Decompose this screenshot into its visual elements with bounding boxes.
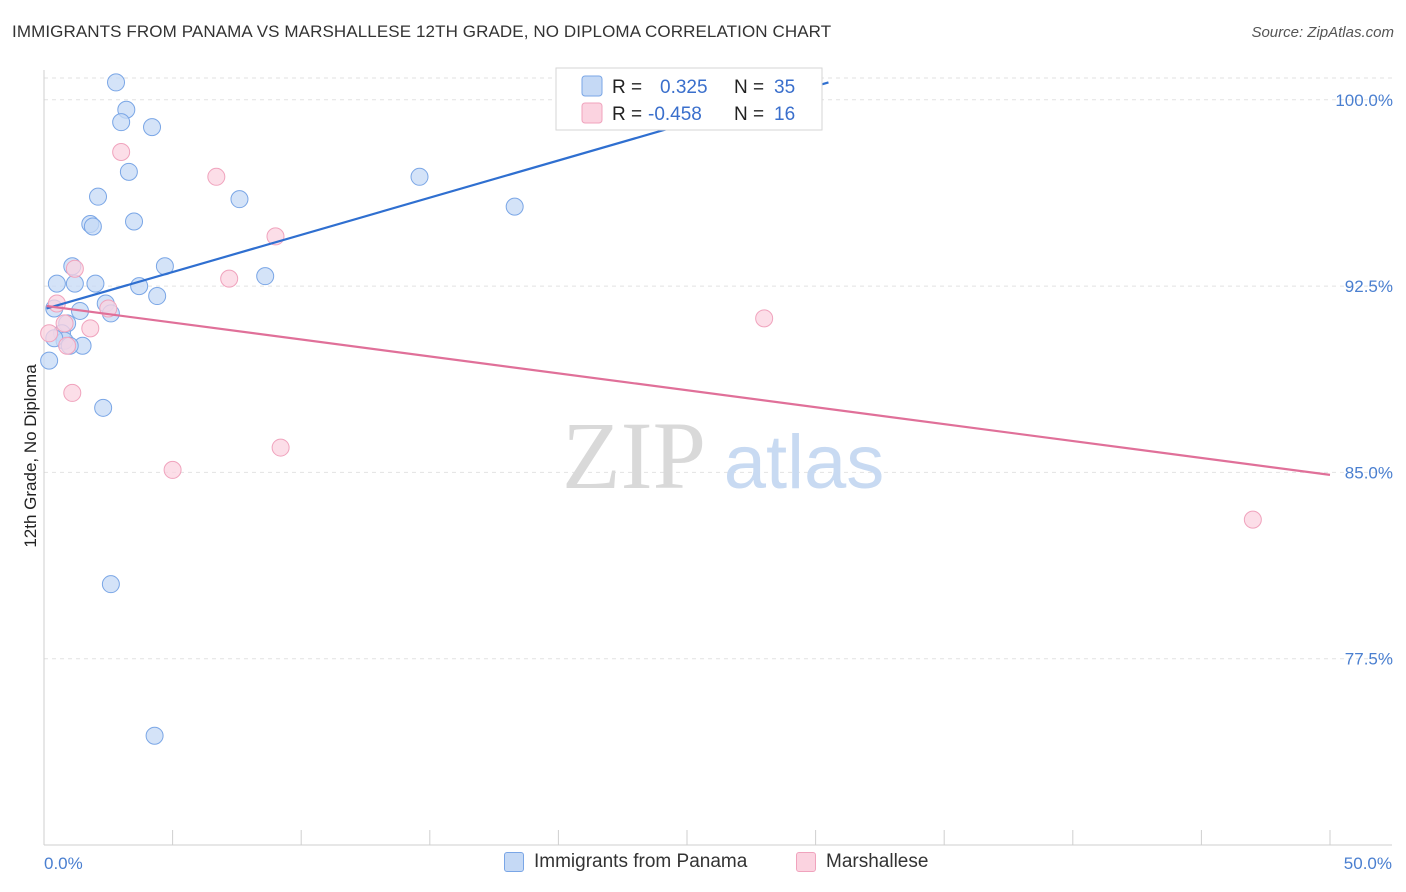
x-tick-min: 0.0% bbox=[44, 854, 83, 873]
point-panama bbox=[410, 167, 429, 186]
point-panama bbox=[86, 274, 105, 293]
legend-item-marshallese: Marshallese bbox=[796, 851, 928, 873]
legend-label-marshallese: Marshallese bbox=[826, 851, 929, 872]
watermark-zip: ZIP bbox=[562, 402, 706, 509]
point-panama bbox=[94, 398, 113, 417]
legend-r-value-2: -0.458 bbox=[648, 104, 702, 125]
point-marshallese bbox=[755, 309, 774, 328]
watermark-atlas: atlas bbox=[724, 420, 885, 505]
legend-r-label-1: R = bbox=[612, 77, 642, 98]
gridlines bbox=[44, 77, 1392, 660]
y-tick-label: 85.0% bbox=[1345, 463, 1393, 482]
legend-swatch-panama-bottom bbox=[504, 852, 524, 872]
point-marshallese bbox=[271, 438, 290, 457]
point-marshallese bbox=[40, 324, 59, 343]
legend-n-label-1: N = bbox=[734, 77, 764, 98]
point-panama bbox=[256, 267, 275, 286]
point-panama bbox=[112, 113, 131, 132]
legend-r-label-2: R = bbox=[612, 104, 642, 125]
y-tick-label: 92.5% bbox=[1345, 277, 1393, 296]
point-panama bbox=[101, 575, 120, 594]
y-tick-labels: 100.0% 92.5% 85.0% 77.5% bbox=[1335, 91, 1393, 669]
legend-swatch-panama bbox=[581, 75, 603, 97]
legend-label-panama: Immigrants from Panama bbox=[534, 851, 748, 872]
legend-swatch-marshallese bbox=[581, 102, 603, 124]
x-tick-max: 50.0% bbox=[1344, 854, 1392, 873]
source-label: Source: ZipAtlas.com bbox=[1251, 24, 1394, 41]
y-tick-label: 77.5% bbox=[1345, 650, 1393, 669]
axes bbox=[43, 70, 1392, 846]
point-marshallese bbox=[81, 319, 100, 338]
legend-n-value-1: 35 bbox=[774, 77, 795, 98]
point-panama bbox=[40, 351, 59, 370]
point-panama bbox=[230, 190, 249, 209]
y-tick-label: 100.0% bbox=[1335, 91, 1393, 110]
point-panama bbox=[505, 197, 524, 216]
legend-item-panama: Immigrants from Panama bbox=[504, 851, 747, 873]
point-marshallese bbox=[65, 259, 84, 278]
point-marshallese bbox=[1243, 510, 1262, 529]
legend-n-label-2: N = bbox=[734, 104, 764, 125]
trend-line-marshallese bbox=[46, 304, 1331, 476]
point-marshallese bbox=[58, 336, 77, 355]
point-marshallese bbox=[207, 167, 226, 186]
point-panama bbox=[83, 217, 102, 236]
point-panama bbox=[148, 287, 167, 306]
point-marshallese bbox=[112, 142, 131, 161]
correlation-legend: R = 0.325 N = 35 R = -0.458 N = 16 bbox=[555, 67, 823, 131]
legend-r-value-1: 0.325 bbox=[660, 77, 708, 98]
legend-swatch-marshallese-bottom bbox=[796, 852, 816, 872]
point-panama bbox=[119, 162, 138, 181]
y-axis-label: 12th Grade, No Diploma bbox=[21, 364, 40, 548]
point-panama bbox=[143, 118, 162, 137]
point-panama bbox=[47, 274, 66, 293]
watermark: ZIP atlas bbox=[562, 402, 884, 509]
point-panama bbox=[107, 73, 126, 92]
point-panama bbox=[145, 726, 164, 745]
point-marshallese bbox=[220, 269, 239, 288]
point-marshallese bbox=[63, 383, 82, 402]
chart-title: IMMIGRANTS FROM PANAMA VS MARSHALLESE 12… bbox=[12, 22, 832, 41]
legend-n-value-2: 16 bbox=[774, 104, 795, 125]
point-panama bbox=[89, 187, 108, 206]
point-marshallese bbox=[55, 314, 74, 333]
point-panama bbox=[125, 212, 144, 231]
point-marshallese bbox=[163, 460, 182, 479]
